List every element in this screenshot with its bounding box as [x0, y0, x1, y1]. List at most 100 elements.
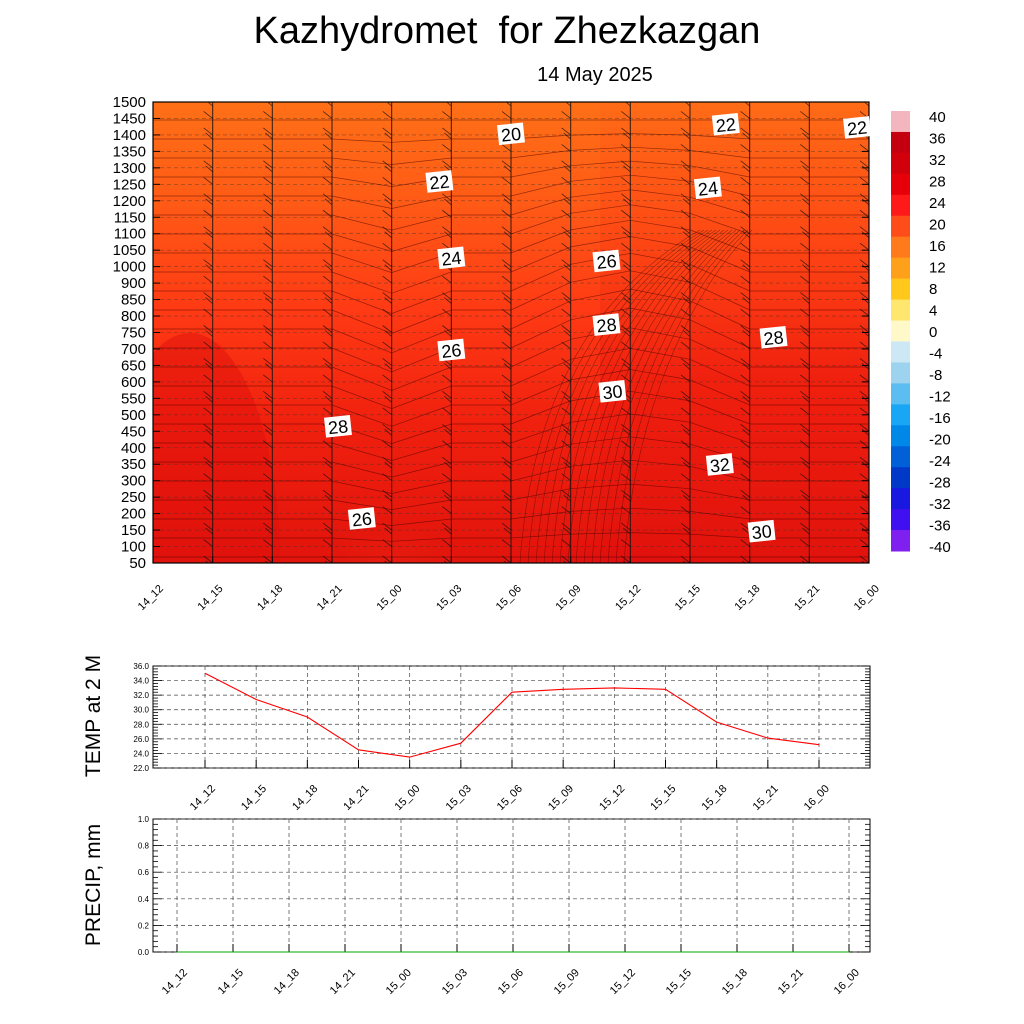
contour-label-text: 28 — [763, 327, 785, 349]
wind-barb — [207, 102, 213, 107]
wind-barb — [153, 171, 154, 172]
wind-barb — [384, 527, 392, 535]
wind-barb — [384, 560, 388, 563]
wind-barb — [740, 177, 750, 185]
precip-panel: 1.00.80.60.40.20.0 14_12 14_15 14_18 14_21 1… — [82, 815, 871, 997]
wind-barb — [322, 292, 333, 300]
wind-barb — [561, 308, 571, 317]
wind-barb — [382, 160, 392, 169]
wind-barb — [800, 144, 810, 152]
contour-label-box — [347, 507, 376, 530]
wind-barb — [322, 374, 333, 383]
wind-barb — [324, 132, 333, 140]
temp-y-tick-labels: 36.0 34.0 32.0 30.0 28.0 26.0 24.0 22.0 — [133, 662, 149, 773]
wind-barb — [859, 489, 869, 498]
wind-barb — [623, 165, 631, 173]
wind-barb — [682, 264, 691, 271]
wind-barb — [563, 264, 571, 271]
heatmap-y-tick-label: 1100 — [114, 226, 146, 243]
wind-barb — [322, 489, 333, 498]
wind-barb — [859, 275, 869, 284]
wind-barb — [322, 144, 333, 152]
wind-barb — [153, 401, 154, 403]
temp-gridlines — [153, 665, 870, 769]
wind-barb — [442, 275, 452, 284]
wind-barb — [501, 358, 512, 366]
wind-barb — [802, 428, 810, 436]
colorbar-label: -40 — [929, 539, 951, 556]
heatmap-y-tick-label: 1250 — [113, 176, 146, 193]
contour-label-text: 28 — [327, 416, 349, 438]
wind-barb — [680, 259, 691, 267]
colorbar-swatch — [891, 236, 910, 259]
heatmap-y-tick-label: 1450 — [113, 110, 146, 127]
x-tick-label: 15_21 — [751, 783, 781, 813]
colorbar-swatch — [891, 278, 910, 301]
colorbar-label: 12 — [929, 260, 946, 277]
wind-barb — [322, 506, 333, 514]
wind-barb — [203, 489, 213, 498]
heatmap-y-tick-label: 700 — [121, 341, 146, 358]
wind-barb — [802, 494, 810, 502]
wind-barb — [205, 132, 213, 140]
heatmap-x-tick-labels: 14_12 14_15 14_18 14_21 15_00 15_03 15_06 15_09… — [136, 583, 882, 613]
wind-barb — [682, 494, 691, 502]
colorbar-label: 32 — [929, 152, 946, 169]
x-tick-label: 15_18 — [720, 967, 750, 997]
wind-barb — [680, 209, 691, 218]
wind-barb — [563, 527, 571, 535]
wind-barb — [265, 198, 273, 206]
wind-barb — [501, 144, 512, 152]
wind-barb — [382, 341, 392, 350]
heatmap-x-tick-label: 15_21 — [792, 583, 822, 613]
wind-barb — [322, 325, 333, 333]
wind-barb — [740, 144, 750, 152]
wind-barb — [263, 473, 273, 481]
wind-barb — [742, 330, 750, 337]
colorbar-swatch — [891, 152, 910, 175]
wind-barb — [382, 358, 392, 366]
wind-barb — [444, 363, 452, 370]
wind-barb — [384, 428, 392, 436]
wind-barb — [324, 363, 333, 370]
wind-barb — [621, 308, 631, 317]
wind-barb — [203, 209, 213, 218]
wind-barb — [265, 330, 273, 337]
wind-barb — [501, 555, 512, 563]
wind-barb — [800, 259, 810, 267]
heatmap-y-tick-label: 300 — [121, 473, 146, 490]
wind-barb — [563, 297, 571, 304]
colorbar-swatch — [891, 111, 910, 133]
chart-title: Kazhydromet for Zhezkazgan — [253, 10, 761, 52]
wind-barb — [263, 127, 273, 136]
wind-barb — [623, 330, 631, 337]
wind-barb — [263, 374, 273, 383]
wind-barb — [324, 165, 333, 173]
x-tick-label: 15_12 — [608, 967, 638, 997]
x-tick-label: 15_15 — [648, 783, 678, 813]
colorbar-swatch — [891, 320, 910, 342]
wind-barb — [153, 335, 154, 337]
wind-barb — [263, 193, 273, 202]
wind-barb — [740, 374, 750, 383]
wind-barb — [265, 231, 273, 239]
wind-barb — [382, 555, 392, 563]
wind-barb — [384, 264, 392, 271]
wind-barb — [861, 330, 869, 337]
wind-barb — [621, 440, 631, 449]
wind-barb — [802, 297, 810, 304]
wind-barb — [689, 102, 690, 103]
wind-barb — [382, 242, 392, 251]
wind-barb — [203, 226, 213, 235]
x-tick-label: 14_15 — [239, 783, 269, 813]
wind-barb — [322, 275, 333, 284]
colorbar-label: 36 — [929, 131, 946, 148]
contour-line — [543, 229, 713, 563]
wind-barb — [570, 102, 571, 103]
heatmap-y-tick-label: 850 — [121, 292, 146, 309]
wind-barb — [203, 423, 213, 432]
contour-label-box — [705, 453, 734, 476]
wind-barb — [444, 297, 452, 304]
contour-label-box — [598, 380, 627, 403]
wind-barb — [265, 527, 273, 535]
